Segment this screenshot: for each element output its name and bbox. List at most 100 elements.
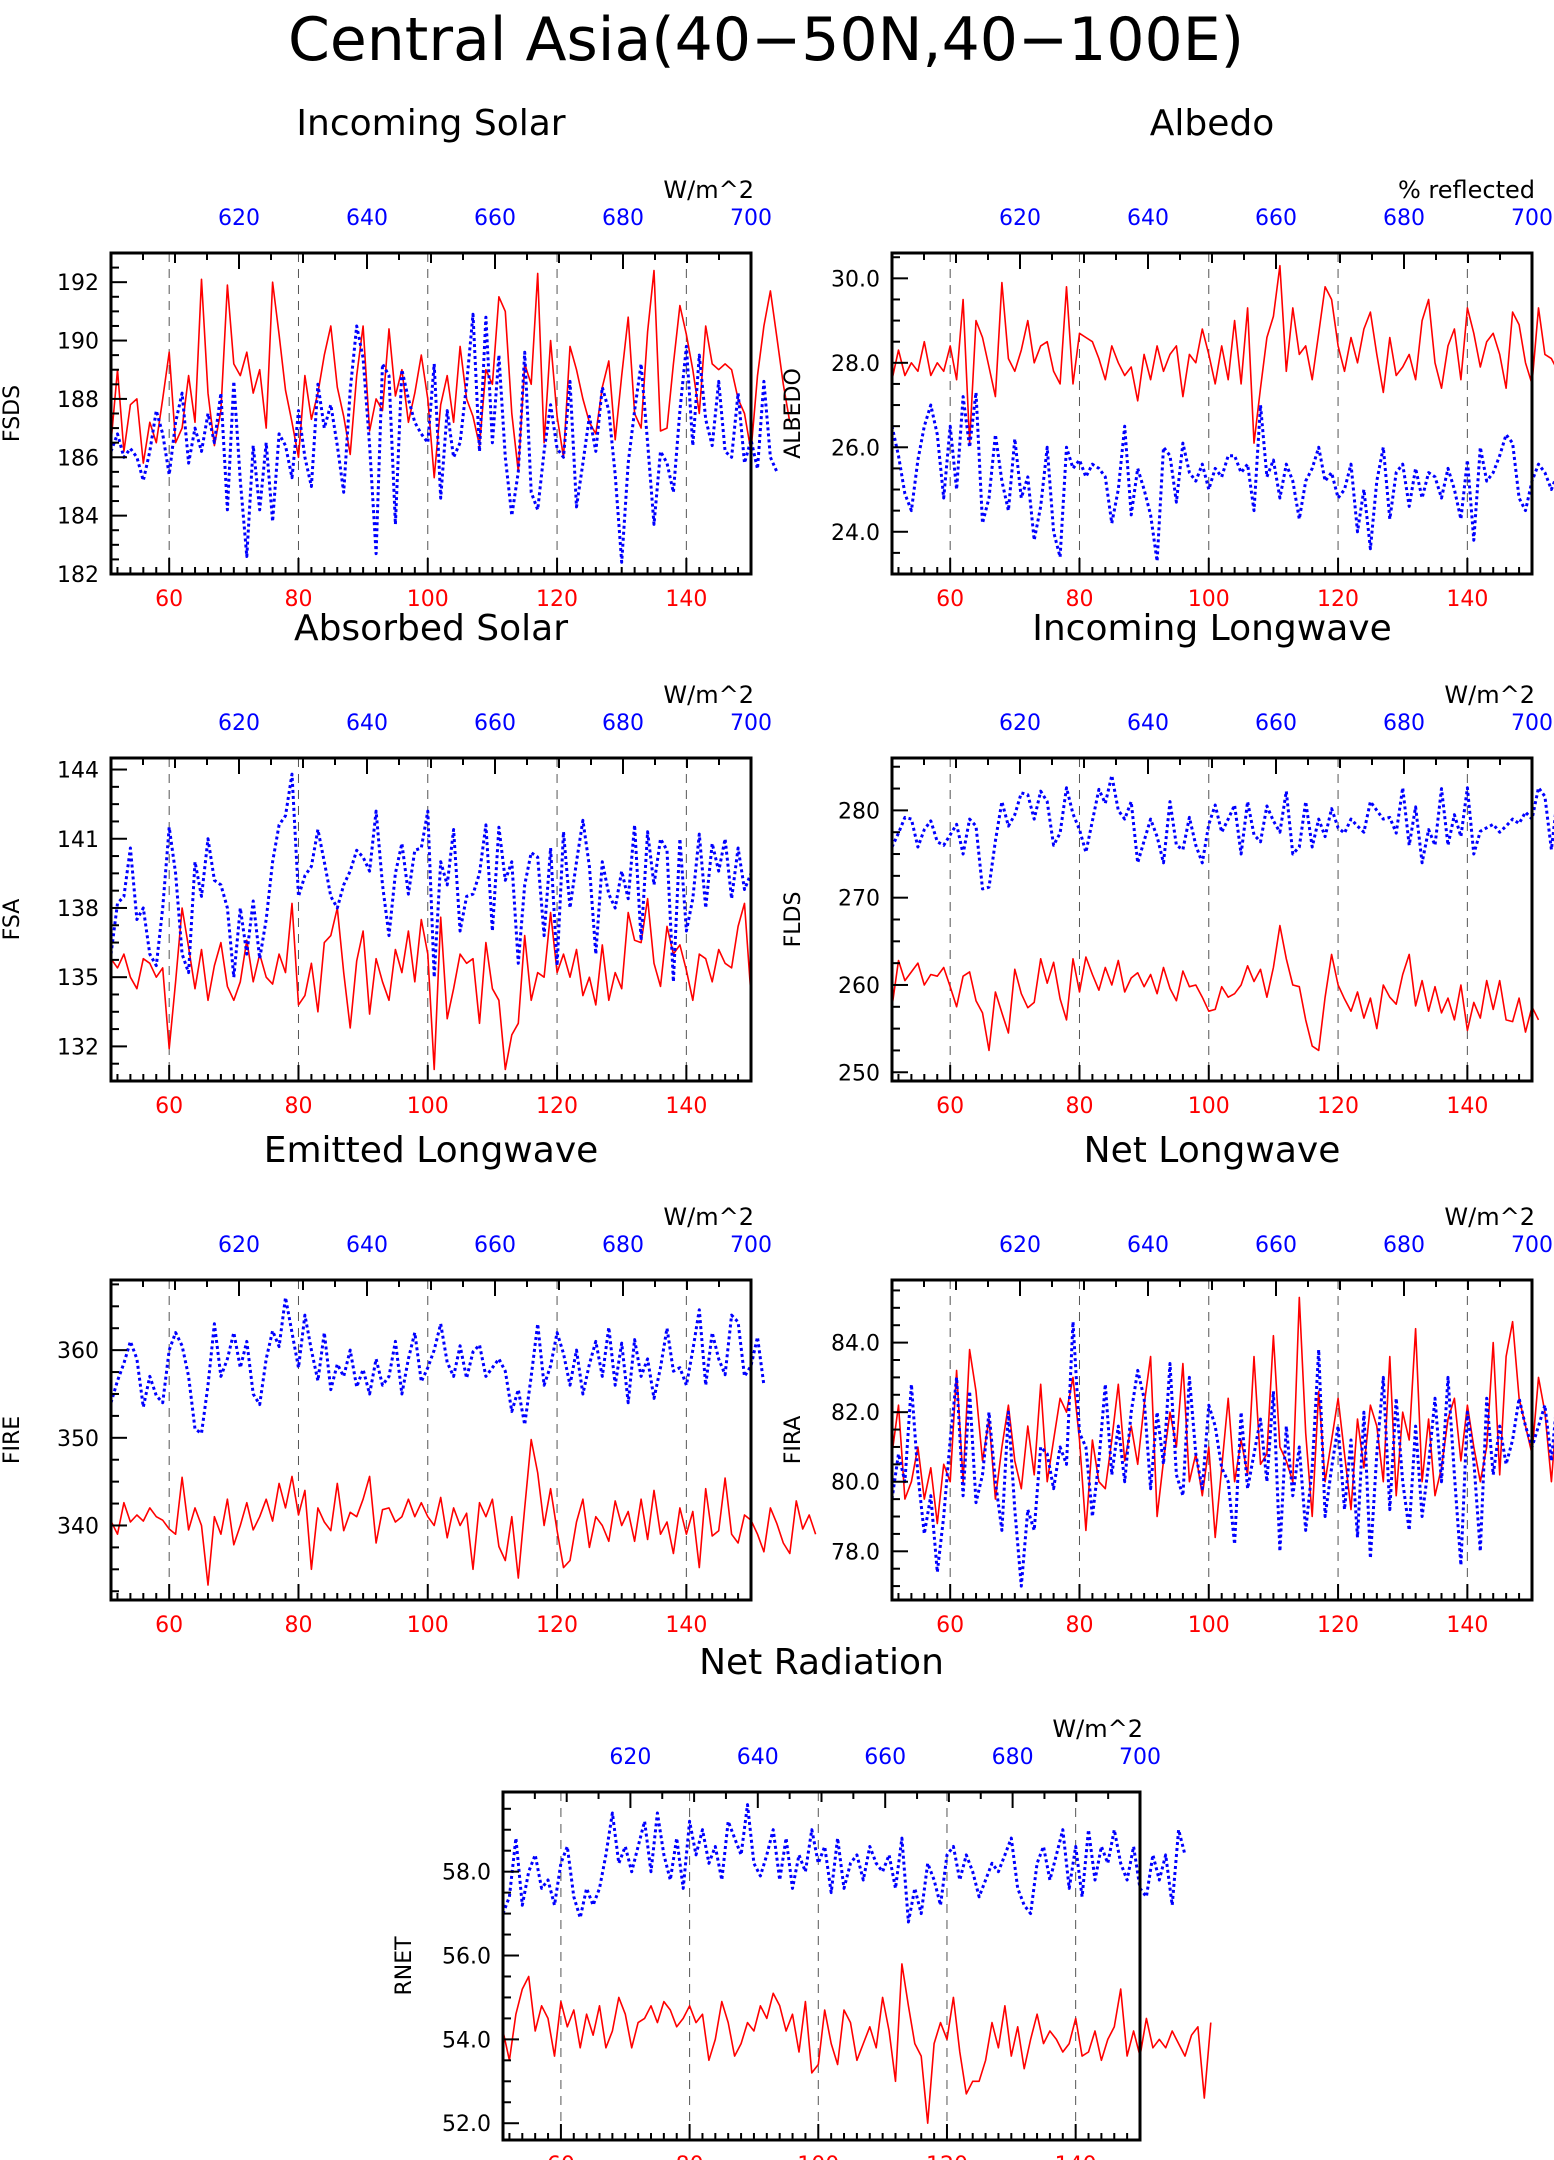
x-top-tick-label: 700 [1119,1745,1161,1770]
x-top-tick-label: 660 [474,1233,516,1258]
x-tick-label: 120 [536,1094,578,1119]
x-top-tick-label: 700 [1511,711,1553,736]
series-line-red-solid [110,897,752,1071]
units-label: W/m^2 [1052,1715,1143,1743]
plot-frame [890,1278,1534,1602]
y-tick-label: 26.0 [831,436,880,461]
x-tick-label: 140 [1446,1094,1488,1119]
x-top-tick-label: 620 [218,711,260,736]
x-top-tick-label: 640 [346,1233,388,1258]
x-top-tick-label: 620 [609,1745,651,1770]
x-tick-label: 60 [936,587,964,612]
y-tick-label: 190 [57,330,99,355]
chart-title: Incoming Longwave [1032,608,1392,649]
y-tick-label: 188 [57,388,99,413]
units-label: W/m^2 [1444,681,1535,709]
y-tick-label: 280 [838,799,880,824]
x-tick-label: 120 [1317,1613,1359,1638]
y-tick-label: 260 [838,974,880,999]
y-axis-label: FSDS [0,385,25,442]
plot-frame [890,756,1534,1083]
x-tick-label: 120 [536,1613,578,1638]
x-tick-label: 100 [1188,1094,1230,1119]
x-top-tick-label: 640 [1127,1233,1169,1258]
y-tick-label: 54.0 [442,2028,491,2053]
x-tick-label: 140 [665,1613,707,1638]
y-tick-label: 138 [57,897,99,922]
x-tick-label: 80 [1065,1613,1093,1638]
x-tick-label: 80 [676,2153,704,2160]
y-tick-label: 250 [838,1061,880,1086]
x-tick-label: 140 [665,587,707,612]
x-top-tick-label: 700 [1511,1233,1553,1258]
y-tick-label: 135 [57,966,99,991]
x-tick-label: 60 [547,2153,575,2160]
chart-panels: Incoming Solar W/m^2 FSDS 60 80 100 120 140 620 6… [0,103,1554,2160]
series-line-blue-dotted [501,1803,1187,1924]
y-tick-label: 270 [838,887,880,912]
x-top-tick-label: 640 [346,711,388,736]
y-tick-label: 78.0 [831,1540,880,1565]
plot-frame [501,1790,1142,2142]
x-top-tick-label: 620 [999,711,1041,736]
y-tick-label: 182 [57,563,99,588]
chart-panel-fire: Emitted Longwave W/m^2 FIRE 60 80 100 120 140 62… [0,1130,817,1638]
x-top-tick-label: 640 [1127,711,1169,736]
x-tick-label: 60 [936,1613,964,1638]
y-tick-label: 52.0 [442,2112,491,2137]
x-tick-label: 80 [1065,1094,1093,1119]
series-line-blue-dotted [890,774,1554,891]
x-tick-label: 80 [284,587,312,612]
x-tick-label: 140 [665,1094,707,1119]
chart-title: Net Longwave [1084,1130,1341,1171]
y-axis-label: FLDS [781,892,806,948]
y-tick-label: 360 [57,1339,99,1364]
x-tick-label: 120 [536,587,578,612]
x-tick-label: 100 [407,1094,449,1119]
y-tick-label: 30.0 [831,267,880,292]
y-tick-label: 132 [57,1035,99,1060]
chart-title: Net Radiation [699,1642,944,1683]
series-line-red-solid [891,924,1540,1052]
x-top-tick-label: 660 [864,1745,906,1770]
chart-panel-flds: Incoming Longwave W/m^2 FLDS 60 80 100 120 140 6… [781,608,1554,1119]
x-tick-label: 80 [284,1094,312,1119]
chart-panel-albedo: Albedo % reflected ALBEDO 60 80 100 120 140 620 6… [781,103,1554,612]
x-tick-label: 120 [1317,1094,1359,1119]
y-tick-label: 141 [57,828,99,853]
units-label: W/m^2 [663,681,754,709]
x-top-tick-label: 680 [1383,1233,1425,1258]
series-line-red-solid [891,1296,1554,1539]
chart-title: Albedo [1150,103,1275,144]
x-top-tick-label: 620 [999,206,1041,231]
y-axis-label: FIRA [781,1416,806,1465]
x-top-tick-label: 700 [730,711,772,736]
x-top-tick-label: 680 [1383,206,1425,231]
units-label: W/m^2 [663,176,754,204]
x-top-tick-label: 700 [730,1233,772,1258]
x-tick-label: 100 [407,587,449,612]
x-top-tick-label: 620 [218,1233,260,1258]
x-top-tick-label: 640 [737,1745,779,1770]
x-tick-label: 60 [155,587,183,612]
y-tick-label: 24.0 [831,521,880,546]
y-tick-label: 80.0 [831,1471,880,1496]
y-axis-label: ALBEDO [781,368,806,459]
series-line-blue-dotted [109,772,753,984]
units-label: % reflected [1398,176,1535,204]
x-top-tick-label: 680 [602,1233,644,1258]
x-top-tick-label: 700 [730,206,772,231]
plot-frame [890,251,1534,576]
x-top-tick-label: 700 [1511,206,1553,231]
page-title: Central Asia(40−50N,40−100E) [288,5,1244,75]
x-top-tick-label: 660 [474,711,516,736]
y-tick-label: 84.0 [831,1332,880,1357]
series-line-red-solid [110,269,791,479]
series-line-red-solid [110,1438,817,1586]
y-tick-label: 192 [57,271,99,296]
x-tick-label: 80 [284,1613,312,1638]
y-tick-label: 350 [57,1427,99,1452]
y-tick-label: 340 [57,1514,99,1539]
units-label: W/m^2 [663,1203,754,1231]
